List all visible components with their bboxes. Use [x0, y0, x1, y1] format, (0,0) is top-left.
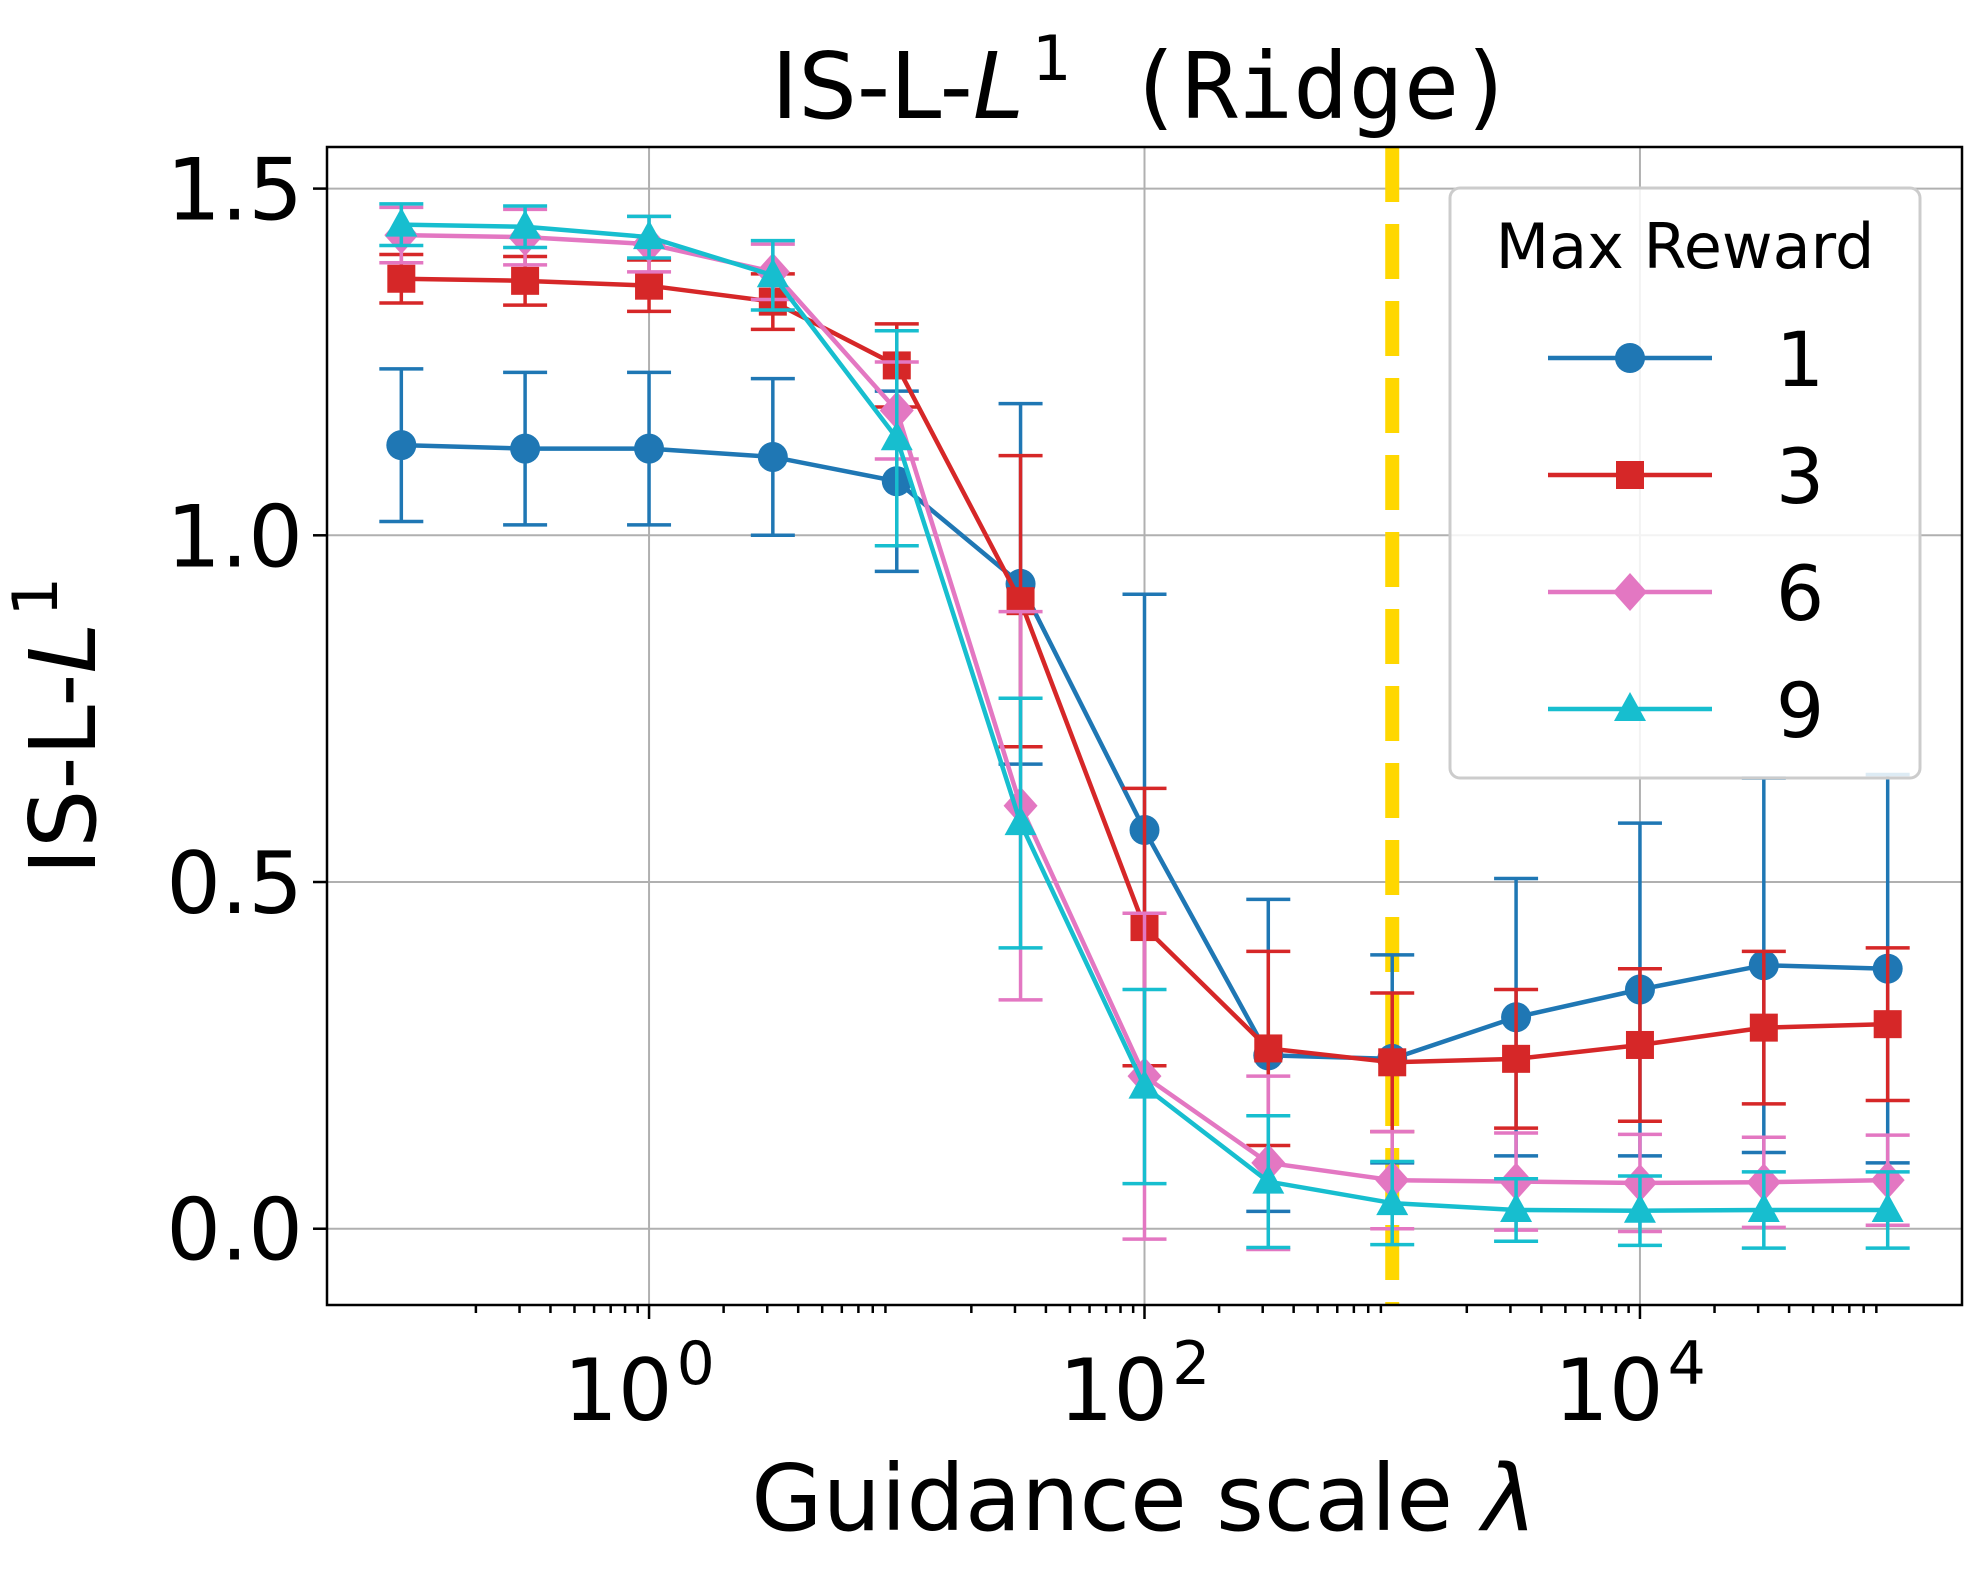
legend-label: 6 — [1776, 549, 1824, 638]
data-point — [510, 433, 541, 464]
y-tick-label: 1.0 — [166, 487, 303, 587]
data-point — [1749, 1013, 1778, 1042]
legend-marker — [1614, 692, 1646, 721]
data-point — [635, 271, 664, 300]
data-point — [386, 430, 417, 461]
legend-items: 1 3 6 9 — [1548, 315, 1824, 755]
data-point — [1871, 1193, 1904, 1223]
x-tick-label: 104 — [1554, 1329, 1706, 1441]
data-point — [756, 258, 789, 288]
data-point — [1747, 1193, 1780, 1223]
data-point — [633, 220, 666, 250]
y-tick-label: 1.5 — [166, 141, 303, 241]
y-tick-label: 0.0 — [166, 1181, 303, 1281]
data-point — [1500, 1193, 1533, 1223]
data-point — [880, 421, 913, 451]
data-point — [1873, 1010, 1902, 1039]
data-point — [1376, 1186, 1409, 1216]
data-point — [1623, 1193, 1656, 1223]
data-point — [509, 209, 542, 239]
legend-marker — [1616, 461, 1644, 489]
legend-item-1: 1 — [1548, 315, 1824, 404]
y-tick-label: 0.5 — [166, 834, 303, 934]
data-point — [385, 207, 418, 237]
data-point — [1502, 1044, 1531, 1073]
legend-item-6: 6 — [1548, 549, 1824, 638]
data-point — [757, 441, 788, 472]
series-9 — [379, 202, 1910, 1250]
series-layer — [379, 202, 1910, 1252]
legend-label: 1 — [1776, 315, 1824, 404]
y-axis-label: IS-L-L1 — [0, 577, 117, 875]
data-point — [1128, 1069, 1161, 1099]
data-point — [1378, 1048, 1407, 1077]
legend-item-3: 3 — [1548, 432, 1824, 521]
chart-title: IS-L-L 1 (Ridge) — [771, 22, 1514, 140]
data-point — [511, 266, 540, 295]
axis-ticks: 0.0 0.5 1.0 1.5 100 102 104 — [166, 141, 1878, 1441]
data-point — [1252, 1164, 1285, 1194]
x-tick-label: 100 — [563, 1329, 715, 1441]
legend: Max Reward 1 3 6 9 — [1448, 186, 1922, 780]
legend-box — [1448, 186, 1922, 780]
data-point — [634, 433, 665, 464]
data-point — [1254, 1034, 1283, 1063]
legend-marker — [1615, 343, 1645, 373]
legend-marker — [1613, 573, 1647, 611]
x-axis-label: Guidance scale λ — [751, 1445, 1536, 1552]
legend-label: 9 — [1776, 666, 1824, 755]
legend-label: 3 — [1776, 432, 1824, 521]
legend-item-9: 9 — [1548, 666, 1824, 755]
data-point — [1625, 1030, 1654, 1059]
x-tick-label: 102 — [1059, 1329, 1211, 1441]
legend-title: Max Reward — [1496, 210, 1875, 283]
data-point — [387, 264, 416, 293]
data-point — [1004, 806, 1037, 836]
